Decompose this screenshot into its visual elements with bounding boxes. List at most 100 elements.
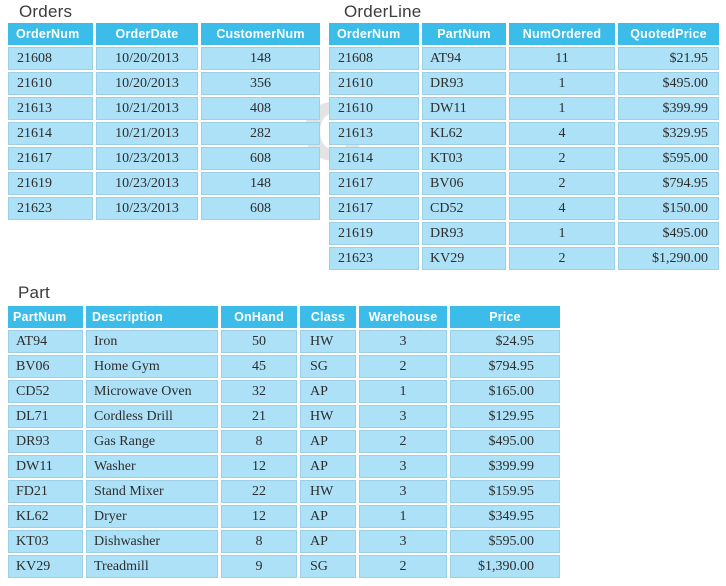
- column-header: QuotedPrice: [618, 23, 719, 45]
- table-cell: 1: [509, 72, 615, 95]
- table-cell: $21.95: [618, 47, 719, 70]
- table-cell: AT94: [8, 330, 83, 353]
- table-cell: $159.95: [450, 480, 560, 503]
- table-cell: 21: [221, 405, 297, 428]
- column-header: PartNum: [8, 306, 83, 328]
- table-cell: 21623: [8, 197, 93, 220]
- part-table-title: Part: [18, 283, 50, 302]
- table-cell: 21610: [8, 72, 93, 95]
- column-header: OrderNum: [8, 23, 93, 45]
- table-cell: CD52: [422, 197, 506, 220]
- table-cell: 50: [221, 330, 297, 353]
- table-cell: 148: [201, 172, 320, 195]
- table-grid: OrderNum PartNum NumOrdered QuotedPrice 2160…: [329, 23, 719, 270]
- table-cell: BV06: [8, 355, 83, 378]
- table-cell: Gas Range: [86, 430, 218, 453]
- table-cell: $399.99: [450, 455, 560, 478]
- table-cell: $1,290.00: [618, 247, 719, 270]
- table-cell: CD52: [8, 380, 83, 403]
- table-cell: 21617: [329, 172, 419, 195]
- table-cell: KV29: [422, 247, 506, 270]
- table-cell: 10/23/2013: [96, 172, 198, 195]
- table-cell: 3: [359, 530, 447, 553]
- table-cell: $24.95: [450, 330, 560, 353]
- table-cell: DR93: [422, 72, 506, 95]
- table-cell: 21614: [329, 147, 419, 170]
- column-header: NumOrdered: [509, 23, 615, 45]
- column-header: PartNum: [422, 23, 506, 45]
- table-cell: AP: [300, 380, 356, 403]
- table-cell: 1: [509, 97, 615, 120]
- table-cell: $595.00: [618, 147, 719, 170]
- table-cell: Treadmill: [86, 555, 218, 578]
- table-cell: DR93: [422, 222, 506, 245]
- table-cell: BV06: [422, 172, 506, 195]
- table-cell: $329.95: [618, 122, 719, 145]
- table-cell: KT03: [8, 530, 83, 553]
- table-cell: 1: [509, 222, 615, 245]
- table-cell: 21617: [329, 197, 419, 220]
- table-cell: $399.99: [618, 97, 719, 120]
- table-cell: 21608: [329, 47, 419, 70]
- table-cell: 21619: [8, 172, 93, 195]
- orderline-table-title: OrderLine: [344, 2, 422, 21]
- column-header: Description: [86, 306, 218, 328]
- table-cell: Iron: [86, 330, 218, 353]
- table-cell: 21623: [329, 247, 419, 270]
- table-cell: Washer: [86, 455, 218, 478]
- table-cell: 10/20/2013: [96, 72, 198, 95]
- table-cell: 3: [359, 455, 447, 478]
- table-cell: $349.95: [450, 505, 560, 528]
- table-cell: Stand Mixer: [86, 480, 218, 503]
- table-cell: $129.95: [450, 405, 560, 428]
- table-cell: 10/23/2013: [96, 197, 198, 220]
- table-cell: KV29: [8, 555, 83, 578]
- table-cell: 608: [201, 147, 320, 170]
- table-cell: $150.00: [618, 197, 719, 220]
- table-cell: 2: [359, 355, 447, 378]
- table-cell: 408: [201, 97, 320, 120]
- table-cell: 10/20/2013: [96, 47, 198, 70]
- table-cell: HW: [300, 330, 356, 353]
- table-cell: SG: [300, 555, 356, 578]
- table-cell: DW11: [422, 97, 506, 120]
- table-cell: 1: [359, 380, 447, 403]
- table-cell: HW: [300, 480, 356, 503]
- table-cell: 12: [221, 455, 297, 478]
- table-cell: $794.95: [450, 355, 560, 378]
- table-cell: DW11: [8, 455, 83, 478]
- table-cell: 21617: [8, 147, 93, 170]
- table-cell: SG: [300, 355, 356, 378]
- table-cell: AP: [300, 530, 356, 553]
- table-cell: 11: [509, 47, 615, 70]
- table-cell: $794.95: [618, 172, 719, 195]
- table-cell: Microwave Oven: [86, 380, 218, 403]
- table-cell: 2: [359, 430, 447, 453]
- table-cell: 21608: [8, 47, 93, 70]
- table-cell: 10/21/2013: [96, 122, 198, 145]
- table-cell: 2: [509, 172, 615, 195]
- table-cell: 356: [201, 72, 320, 95]
- column-header: OrderNum: [329, 23, 419, 45]
- table-cell: $495.00: [618, 72, 719, 95]
- table-cell: Dryer: [86, 505, 218, 528]
- table-cell: 3: [359, 480, 447, 503]
- table-cell: 12: [221, 505, 297, 528]
- column-header: Price: [450, 306, 560, 328]
- table-cell: 32: [221, 380, 297, 403]
- column-header: CustomerNum: [201, 23, 320, 45]
- table-grid: PartNum Description OnHand Class Warehouse Pr…: [8, 306, 560, 578]
- orders-table-title: Orders: [19, 2, 73, 21]
- table-cell: 3: [359, 405, 447, 428]
- table-cell: $495.00: [450, 430, 560, 453]
- table-cell: 45: [221, 355, 297, 378]
- table-cell: 21613: [329, 122, 419, 145]
- table-cell: AP: [300, 430, 356, 453]
- table-cell: KL62: [8, 505, 83, 528]
- table-cell: Cordless Drill: [86, 405, 218, 428]
- table-cell: 4: [509, 122, 615, 145]
- table-cell: 21610: [329, 97, 419, 120]
- table-cell: FD21: [8, 480, 83, 503]
- table-cell: HW: [300, 405, 356, 428]
